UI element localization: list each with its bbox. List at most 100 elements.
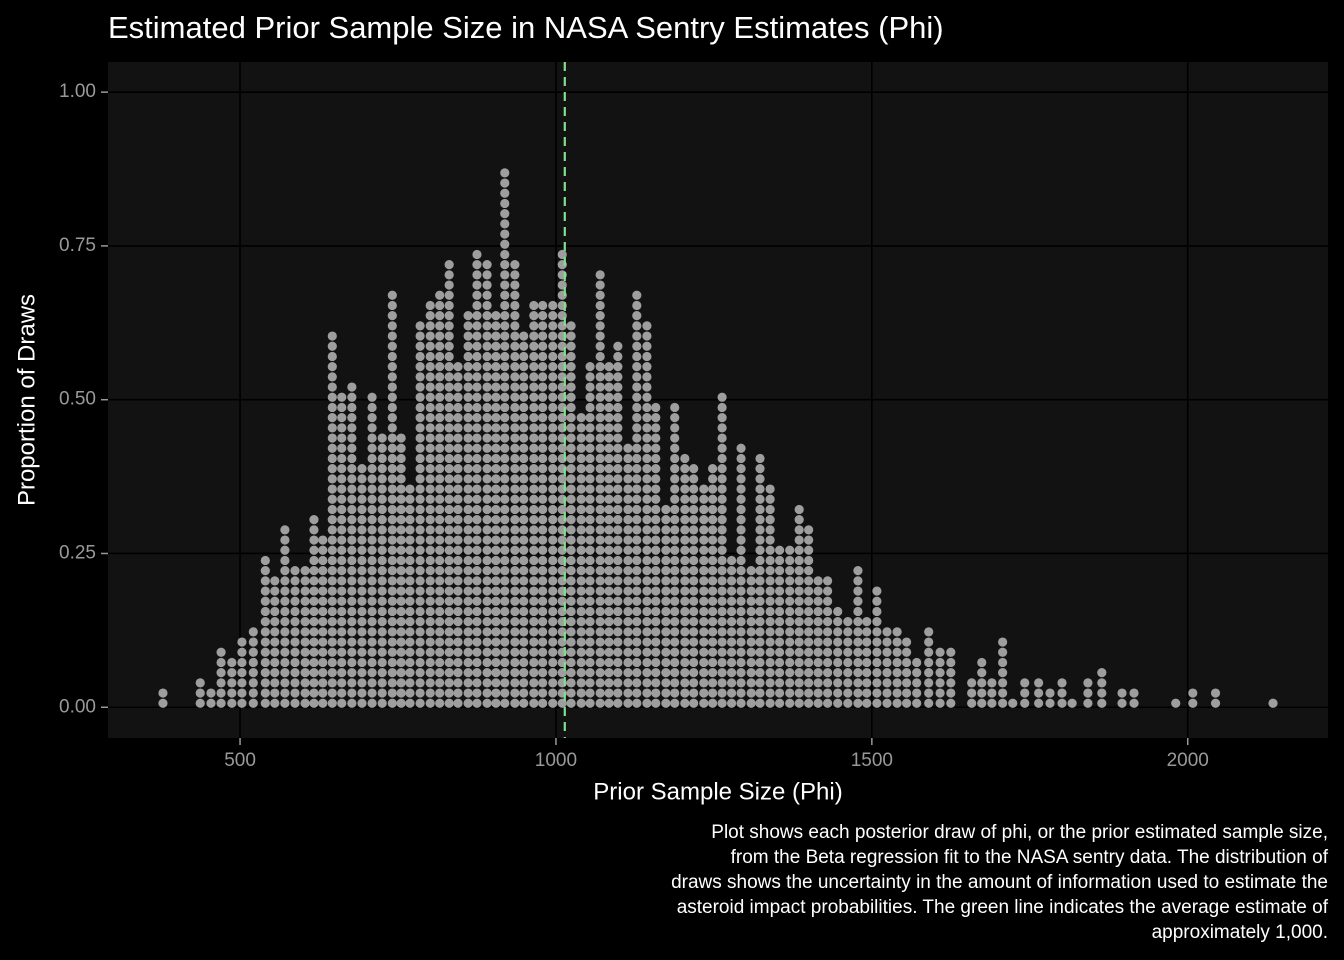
dot [548,321,558,331]
dot [651,637,661,647]
dot [576,606,586,617]
dot [872,606,882,617]
dot [538,372,548,382]
dot [862,668,872,678]
dot [318,647,328,657]
dot [843,668,853,678]
dot [396,596,406,606]
dot [482,382,492,392]
dot [642,423,652,433]
dot [699,525,709,535]
dot [661,688,671,698]
dot [482,668,492,678]
dot [632,290,642,300]
dot [435,586,445,596]
dot [765,668,775,678]
dot [367,474,377,484]
dot [491,382,501,392]
dot [367,698,377,708]
dot [566,586,576,596]
dot [613,433,623,443]
dot [623,443,633,453]
dot [853,637,863,647]
dot [538,300,548,311]
dot [804,617,814,627]
dot [548,637,558,647]
dot [510,647,520,657]
dot [998,637,1008,647]
dot [765,678,775,688]
dot [482,443,492,453]
dot [519,443,529,453]
dot [453,484,463,494]
dot [300,698,310,708]
dot [425,362,435,372]
dot [444,647,454,657]
dot [482,525,492,535]
dot [195,698,205,708]
dot [444,637,454,647]
dot [327,372,337,382]
dot [548,392,558,402]
dot [717,433,727,443]
dot [453,443,463,453]
dot [585,402,595,413]
dot [280,647,290,657]
dot [538,484,548,494]
dot [613,515,623,525]
dot [260,555,270,566]
dot [623,555,633,566]
dot [765,627,775,637]
dot [623,596,633,606]
dot [872,627,882,637]
dot [367,525,377,535]
dot [595,698,605,708]
dot [396,453,406,464]
dot [472,280,482,290]
dot [595,688,605,698]
dot [689,576,699,586]
dot [387,464,397,474]
dot [717,535,727,545]
dot [500,249,510,260]
dot [642,504,652,515]
dot [309,586,319,596]
dot [472,596,482,606]
dot [415,698,425,708]
dot [1188,688,1198,698]
dot [482,331,492,341]
dot [604,688,614,698]
dot [280,606,290,617]
dot [689,627,699,637]
dot [270,678,280,688]
dot [260,596,270,606]
dot [755,596,765,606]
dot [327,423,337,433]
dot [585,362,595,372]
dot [309,617,319,627]
dot [892,698,902,708]
dot [566,413,576,423]
dot [415,443,425,453]
dot [632,678,642,688]
dot [604,362,614,372]
dot [623,637,633,647]
dot [670,668,680,678]
dot [405,688,415,698]
dot [529,657,539,668]
dot [987,678,997,688]
dot [347,555,357,566]
dot [309,596,319,606]
dot [998,678,1008,688]
dot [453,596,463,606]
dot [347,545,357,555]
dot [377,627,387,637]
dot [775,566,785,576]
dot [755,586,765,596]
dot [785,647,795,657]
dot [347,525,357,535]
dot [843,688,853,698]
dot [463,596,473,606]
dot [347,627,357,637]
dot [318,698,328,708]
